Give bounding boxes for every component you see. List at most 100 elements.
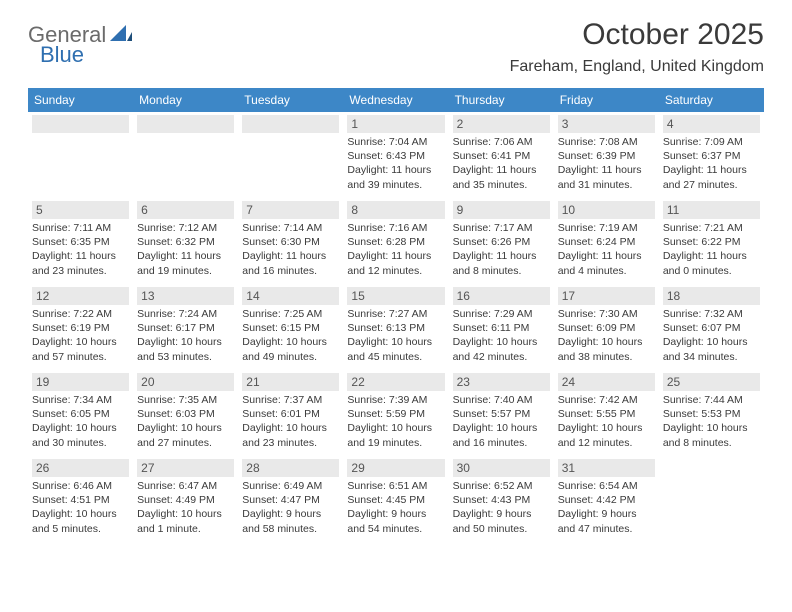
calendar-cell: 15Sunrise: 7:27 AMSunset: 6:13 PMDayligh…: [343, 284, 448, 370]
day-number: 12: [32, 287, 129, 305]
calendar-cell: 2 Sunrise: 7:06 AMSunset: 6:41 PMDaylight…: [449, 112, 554, 198]
day-details: Sunrise: 7:40 AMSunset: 5:57 PMDaylight:…: [453, 393, 550, 450]
day-number: 23: [453, 373, 550, 391]
calendar-cell: [659, 456, 764, 542]
calendar-cell: 12 Sunrise: 7:22 AMSunset: 6:19 PMDayligh…: [28, 284, 133, 370]
calendar-body: 1 Sunrise: 7:04 AMSunset: 6:43 PMDaylight…: [28, 112, 764, 542]
calendar-cell: [133, 112, 238, 198]
day-number: 27: [137, 459, 234, 477]
brand-logo: General Blue: [28, 22, 132, 48]
day-details: Sunrise: 6:52 AMSunset: 4:43 PMDaylight:…: [453, 479, 550, 536]
day-number: 16: [453, 287, 550, 305]
day-details: Sunrise: 7:04 AMSunset: 6:43 PMDaylight:…: [347, 135, 444, 192]
calendar-week-row: 12 Sunrise: 7:22 AMSunset: 6:19 PMDayligh…: [28, 284, 764, 370]
day-number: 6: [137, 201, 234, 219]
calendar-cell: 18 Sunrise: 7:32 AMSunset: 6:07 PMDayligh…: [659, 284, 764, 370]
calendar-cell: 17 Sunrise: 7:30 AMSunset: 6:09 PMDayligh…: [554, 284, 659, 370]
day-number: 7: [242, 201, 339, 219]
calendar-week-row: 1 Sunrise: 7:04 AMSunset: 6:43 PMDaylight…: [28, 112, 764, 198]
day-details: Sunrise: 7:27 AMSunset: 6:13 PMDaylight:…: [347, 307, 444, 364]
calendar-cell: 26 Sunrise: 6:46 AMSunset: 4:51 PMDayligh…: [28, 456, 133, 542]
calendar-cell: 22Sunrise: 7:39 AMSunset: 5:59 PMDayligh…: [343, 370, 448, 456]
day-details: Sunrise: 7:29 AMSunset: 6:11 PMDaylight:…: [453, 307, 550, 364]
day-number: 30: [453, 459, 550, 477]
day-number: 4: [663, 115, 760, 133]
day-details: Sunrise: 7:06 AMSunset: 6:41 PMDaylight:…: [453, 135, 550, 192]
day-number: 14: [242, 287, 339, 305]
empty-day-bar: [32, 115, 129, 133]
day-number: 1: [347, 115, 444, 133]
day-details: Sunrise: 7:14 AMSunset: 6:30 PMDaylight:…: [242, 221, 339, 278]
weekday-header: Saturday: [659, 88, 764, 112]
calendar-cell: 10Sunrise: 7:19 AMSunset: 6:24 PMDayligh…: [554, 198, 659, 284]
weekday-header: Monday: [133, 88, 238, 112]
weekday-header: Sunday: [28, 88, 133, 112]
day-details: Sunrise: 7:24 AMSunset: 6:17 PMDaylight:…: [137, 307, 234, 364]
day-details: Sunrise: 7:22 AMSunset: 6:19 PMDaylight:…: [32, 307, 129, 364]
day-details: Sunrise: 7:16 AMSunset: 6:28 PMDaylight:…: [347, 221, 444, 278]
header-row: General Blue October 2025 Fareham, Engla…: [28, 18, 764, 76]
calendar-cell: 13 Sunrise: 7:24 AMSunset: 6:17 PMDayligh…: [133, 284, 238, 370]
day-details: Sunrise: 7:21 AMSunset: 6:22 PMDaylight:…: [663, 221, 760, 278]
calendar-cell: 29 Sunrise: 6:51 AMSunset: 4:45 PMDayligh…: [343, 456, 448, 542]
calendar-table: SundayMondayTuesdayWednesdayThursdayFrid…: [28, 88, 764, 542]
day-details: Sunrise: 7:37 AMSunset: 6:01 PMDaylight:…: [242, 393, 339, 450]
day-details: Sunrise: 7:35 AMSunset: 6:03 PMDaylight:…: [137, 393, 234, 450]
day-details: Sunrise: 6:49 AMSunset: 4:47 PMDaylight:…: [242, 479, 339, 536]
calendar-cell: 30 Sunrise: 6:52 AMSunset: 4:43 PMDayligh…: [449, 456, 554, 542]
day-details: Sunrise: 7:11 AMSunset: 6:35 PMDaylight:…: [32, 221, 129, 278]
day-details: Sunrise: 7:30 AMSunset: 6:09 PMDaylight:…: [558, 307, 655, 364]
calendar-week-row: 5 Sunrise: 7:11 AMSunset: 6:35 PMDaylight…: [28, 198, 764, 284]
brand-sail-icon: [110, 23, 132, 48]
calendar-cell: 23 Sunrise: 7:40 AMSunset: 5:57 PMDayligh…: [449, 370, 554, 456]
day-number: 11: [663, 201, 760, 219]
day-number: 26: [32, 459, 129, 477]
day-number: 24: [558, 373, 655, 391]
weekday-header: Thursday: [449, 88, 554, 112]
calendar-page: General Blue October 2025 Fareham, Engla…: [0, 0, 792, 612]
day-details: Sunrise: 7:19 AMSunset: 6:24 PMDaylight:…: [558, 221, 655, 278]
day-details: Sunrise: 7:34 AMSunset: 6:05 PMDaylight:…: [32, 393, 129, 450]
day-number: 17: [558, 287, 655, 305]
calendar-cell: 9Sunrise: 7:17 AMSunset: 6:26 PMDaylight…: [449, 198, 554, 284]
day-details: Sunrise: 7:09 AMSunset: 6:37 PMDaylight:…: [663, 135, 760, 192]
day-number: 13: [137, 287, 234, 305]
calendar-cell: 3Sunrise: 7:08 AMSunset: 6:39 PMDaylight…: [554, 112, 659, 198]
month-title: October 2025: [510, 18, 764, 52]
day-number: 8: [347, 201, 444, 219]
day-number: 18: [663, 287, 760, 305]
day-details: Sunrise: 7:08 AMSunset: 6:39 PMDaylight:…: [558, 135, 655, 192]
day-number: 29: [347, 459, 444, 477]
calendar-cell: 8 Sunrise: 7:16 AMSunset: 6:28 PMDaylight…: [343, 198, 448, 284]
calendar-cell: [238, 112, 343, 198]
day-details: Sunrise: 7:44 AMSunset: 5:53 PMDaylight:…: [663, 393, 760, 450]
calendar-cell: 27 Sunrise: 6:47 AMSunset: 4:49 PMDayligh…: [133, 456, 238, 542]
calendar-cell: 19 Sunrise: 7:34 AMSunset: 6:05 PMDayligh…: [28, 370, 133, 456]
day-details: Sunrise: 6:47 AMSunset: 4:49 PMDaylight:…: [137, 479, 234, 536]
calendar-header: SundayMondayTuesdayWednesdayThursdayFrid…: [28, 88, 764, 112]
calendar-cell: 24 Sunrise: 7:42 AMSunset: 5:55 PMDayligh…: [554, 370, 659, 456]
day-details: Sunrise: 6:46 AMSunset: 4:51 PMDaylight:…: [32, 479, 129, 536]
calendar-cell: [28, 112, 133, 198]
empty-day-bar: [242, 115, 339, 133]
calendar-cell: 20 Sunrise: 7:35 AMSunset: 6:03 PMDayligh…: [133, 370, 238, 456]
location-text: Fareham, England, United Kingdom: [510, 58, 764, 76]
day-number: 2: [453, 115, 550, 133]
day-number: 22: [347, 373, 444, 391]
calendar-cell: 21Sunrise: 7:37 AMSunset: 6:01 PMDayligh…: [238, 370, 343, 456]
calendar-cell: 1 Sunrise: 7:04 AMSunset: 6:43 PMDaylight…: [343, 112, 448, 198]
calendar-cell: 4 Sunrise: 7:09 AMSunset: 6:37 PMDaylight…: [659, 112, 764, 198]
day-number: 5: [32, 201, 129, 219]
day-number: 20: [137, 373, 234, 391]
calendar-week-row: 19 Sunrise: 7:34 AMSunset: 6:05 PMDayligh…: [28, 370, 764, 456]
day-details: Sunrise: 7:32 AMSunset: 6:07 PMDaylight:…: [663, 307, 760, 364]
day-details: Sunrise: 7:42 AMSunset: 5:55 PMDaylight:…: [558, 393, 655, 450]
calendar-cell: 11 Sunrise: 7:21 AMSunset: 6:22 PMDayligh…: [659, 198, 764, 284]
day-details: Sunrise: 6:51 AMSunset: 4:45 PMDaylight:…: [347, 479, 444, 536]
calendar-cell: 16 Sunrise: 7:29 AMSunset: 6:11 PMDayligh…: [449, 284, 554, 370]
day-number: 19: [32, 373, 129, 391]
day-number: 28: [242, 459, 339, 477]
calendar-week-row: 26 Sunrise: 6:46 AMSunset: 4:51 PMDayligh…: [28, 456, 764, 542]
day-details: Sunrise: 6:54 AMSunset: 4:42 PMDaylight:…: [558, 479, 655, 536]
day-details: Sunrise: 7:25 AMSunset: 6:15 PMDaylight:…: [242, 307, 339, 364]
